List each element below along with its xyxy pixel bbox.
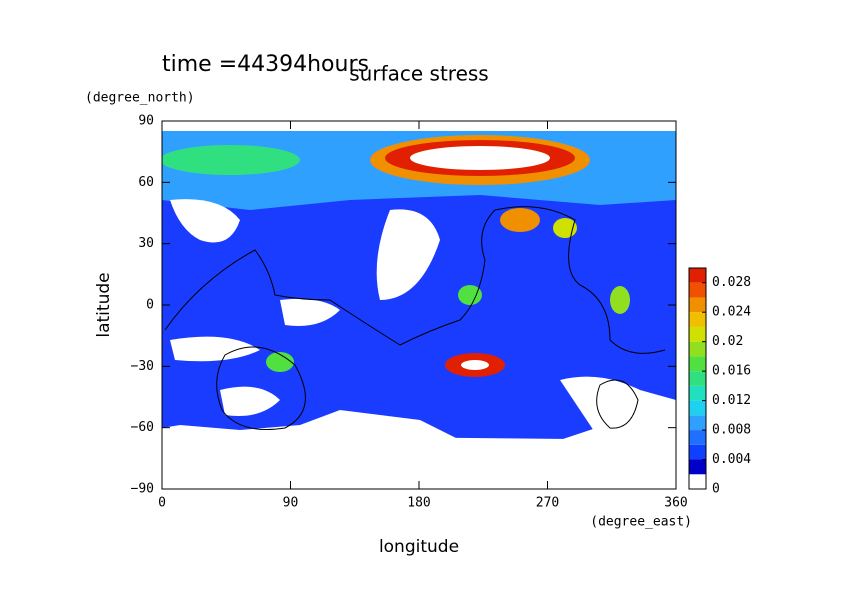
y-tick-label: 90: [138, 114, 154, 129]
colorbar-frame: [688, 267, 707, 490]
y-units: (degree_north): [85, 91, 195, 106]
contour-fill: [376, 209, 440, 300]
colorbar-band: [689, 415, 706, 431]
x-tick-label: 0: [158, 496, 166, 511]
colorbar-tick-label: 0.028: [712, 275, 751, 290]
y-tick-label: 0: [146, 298, 154, 313]
colorbar-band: [689, 474, 706, 489]
colorbar-band: [689, 430, 706, 445]
y-tick-label: −90: [131, 482, 154, 497]
y-tick-label: −30: [131, 359, 154, 374]
colorbar-band: [689, 282, 706, 298]
contour-fill: [266, 352, 294, 372]
contour-fill: [458, 285, 482, 305]
x-tick-label: 270: [536, 496, 559, 511]
y-axis-label: latitude: [94, 272, 114, 337]
colorbar-band: [689, 297, 706, 313]
x-tick-label: 90: [283, 496, 299, 511]
contour-field: [162, 121, 676, 489]
colorbar-band: [689, 312, 706, 327]
colorbar-band: [689, 371, 706, 386]
y-tick-label: 60: [138, 175, 154, 190]
coastline: [596, 379, 639, 429]
contour-fill: [410, 146, 550, 170]
colorbar-tick-label: 0: [712, 482, 720, 497]
colorbar-tick-label: 0.024: [712, 305, 751, 320]
y-tick-label: 30: [138, 236, 154, 251]
chart-title: surface stress: [349, 62, 488, 86]
coastline: [164, 206, 666, 354]
contour-fill: [553, 218, 577, 238]
contour-fill: [500, 208, 540, 232]
colorbar-band: [689, 400, 706, 416]
coastline: [216, 346, 306, 431]
colorbar-tick-label: 0.02: [712, 334, 743, 349]
colorbar-band: [689, 459, 706, 475]
contour-fill: [280, 298, 340, 326]
colorbar-tick-label: 0.016: [712, 364, 751, 379]
colorbar-band: [689, 444, 706, 460]
time-label: time =44394hours: [162, 52, 369, 77]
contour-fill: [162, 145, 300, 175]
colorbar-band: [689, 268, 706, 283]
contour-fill: [461, 360, 489, 370]
x-units: (degree_east): [590, 515, 692, 530]
contour-fill: [170, 336, 260, 362]
y-tick-label: −60: [131, 420, 154, 435]
colorbar-tick-label: 0.012: [712, 393, 751, 408]
x-tick-label: 180: [407, 496, 430, 511]
colorbar-band: [689, 385, 706, 401]
x-axis-label: longitude: [379, 537, 459, 557]
colorbar-tick-label: 0.004: [712, 452, 751, 467]
colorbar-band: [689, 356, 706, 372]
colorbar-band: [689, 341, 706, 357]
contour-fill: [560, 376, 676, 440]
x-tick-label: 360: [664, 496, 687, 511]
contour-fill: [610, 286, 630, 314]
colorbar-band: [689, 326, 706, 342]
colorbar-tick-label: 0.008: [712, 423, 751, 438]
contour-fill: [170, 199, 240, 243]
contour-fill: [162, 435, 676, 489]
contour-fill: [220, 386, 280, 416]
